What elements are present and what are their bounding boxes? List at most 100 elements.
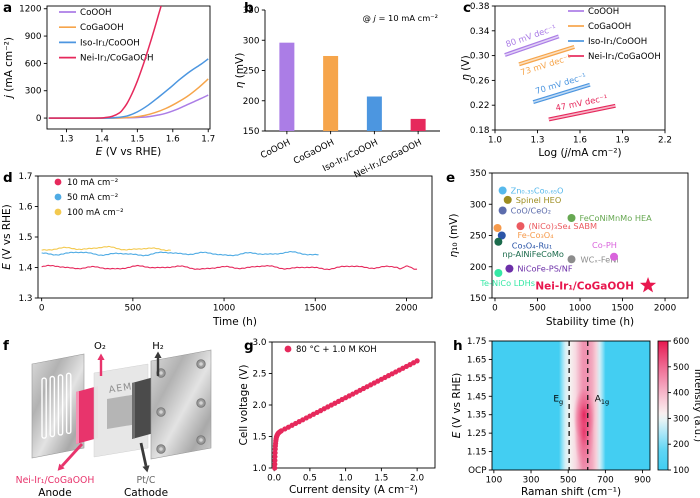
data-point bbox=[272, 465, 278, 471]
x-axis-label: Current density (A cm⁻²) bbox=[289, 484, 418, 496]
series-Nei-Ir₁/CoGaOOH bbox=[48, 5, 162, 119]
x-axis-label: Time (h) bbox=[212, 316, 257, 328]
condition-legend: 80 °C + 1.0 M KOH bbox=[296, 345, 377, 355]
svg-text:np-AlNiFeCoMo: np-AlNiFeCoMo bbox=[502, 249, 564, 259]
svg-text:Eg: Eg bbox=[553, 395, 563, 407]
cathode-catalyst-label: Pt/C bbox=[137, 475, 156, 486]
svg-text:FeCoNiMnMo HEA: FeCoNiMnMo HEA bbox=[580, 213, 653, 223]
svg-text:2.0: 2.0 bbox=[253, 401, 267, 411]
svg-text:Te-NiCo LDHs: Te-NiCo LDHs bbox=[479, 278, 535, 288]
svg-text:1.4: 1.4 bbox=[95, 135, 109, 145]
svg-text:1.7: 1.7 bbox=[19, 172, 33, 182]
svg-text:1.15: 1.15 bbox=[467, 448, 487, 458]
axes: 100 300 500 700 900 OCP 1.15 1.25 1.35 1.45 1.55 1.… bbox=[467, 337, 651, 486]
y-axis-label: j (mA cm⁻²) bbox=[3, 37, 15, 100]
trace-50 mA cm⁻² bbox=[41, 250, 319, 257]
svg-text:Co-PH: Co-PH bbox=[592, 240, 617, 250]
colorbar bbox=[657, 340, 669, 471]
svg-text:1.5: 1.5 bbox=[19, 233, 33, 243]
svg-text:1500: 1500 bbox=[304, 304, 327, 314]
catalyst-point-Fe-Co₃O₄: Fe-Co₃O₄ bbox=[493, 224, 554, 240]
svg-text:500: 500 bbox=[560, 476, 577, 486]
svg-text:500: 500 bbox=[529, 304, 546, 314]
svg-text:1.9: 1.9 bbox=[616, 136, 630, 146]
svg-text:1.25: 1.25 bbox=[467, 429, 487, 439]
svg-text:1.75: 1.75 bbox=[467, 337, 487, 347]
svg-text:1500: 1500 bbox=[611, 304, 634, 314]
svg-text:1.5: 1.5 bbox=[374, 474, 388, 484]
svg-text:0.0: 0.0 bbox=[267, 474, 281, 484]
catalyst-point-Zn₀.₃₅Co₀.₆₅O: Zn₀.₃₅Co₀.₆₅O bbox=[498, 186, 564, 196]
panel-b-overpotential-bars: 150 200 250 300 350 η (mV) @ j = 10 mA cm⁻² CoO… bbox=[234, 6, 440, 181]
panel-d-letter: d bbox=[3, 170, 13, 186]
svg-text:Iso-Ir₁/CoOOH: Iso-Ir₁/CoOOH bbox=[588, 37, 647, 47]
series-CoGaOOH bbox=[48, 78, 209, 119]
svg-text:700: 700 bbox=[597, 476, 614, 486]
svg-text:1.4: 1.4 bbox=[19, 264, 33, 274]
tafel-CoOOH: 80 mV dec⁻¹ bbox=[504, 23, 560, 57]
svg-text:0.30: 0.30 bbox=[470, 52, 490, 62]
o2-label: O₂ bbox=[94, 341, 106, 352]
y-axis-label: η (V) bbox=[460, 55, 472, 80]
svg-text:100: 100 bbox=[485, 476, 502, 486]
axes: 1.3 1.4 1.5 1.6 1.7 0 300 600 900 1200 bbox=[19, 5, 215, 145]
panel-h-letter: h bbox=[453, 338, 463, 354]
svg-text:WCₓ-FeNi: WCₓ-FeNi bbox=[581, 254, 619, 264]
cathode-label: Cathode bbox=[124, 487, 168, 498]
catalyst-point-NiCoFe-PS/NF: NiCoFe-PS/NF bbox=[505, 264, 573, 274]
panel-a-lsv-chart: 1.3 1.4 1.5 1.6 1.7 0 300 600 900 1200 E (V vs RHE… bbox=[3, 5, 215, 158]
axes: 150 200 250 300 350 bbox=[243, 6, 440, 137]
x-axis-label: Raman shift (cm⁻¹) bbox=[521, 486, 621, 498]
svg-text:2000: 2000 bbox=[654, 304, 677, 314]
svg-text:0.5: 0.5 bbox=[303, 474, 317, 484]
h2-label: H₂ bbox=[152, 341, 164, 352]
svg-text:150: 150 bbox=[470, 294, 487, 304]
axes: 0 500 1000 1500 2000 150 200 250 300 350 bbox=[470, 169, 689, 314]
svg-text:1.65: 1.65 bbox=[467, 355, 487, 365]
svg-text:1.7: 1.7 bbox=[201, 135, 215, 145]
panel-f-letter: f bbox=[3, 338, 9, 354]
svg-text:1000: 1000 bbox=[569, 304, 592, 314]
catalyst-point-Te-NiCo LDHs: Te-NiCo LDHs bbox=[479, 269, 535, 288]
trace-100 mA cm⁻² bbox=[41, 245, 171, 252]
data-point bbox=[272, 454, 278, 460]
x-axis-label: E (V vs RHE) bbox=[96, 146, 162, 158]
svg-text:3.0: 3.0 bbox=[253, 338, 267, 348]
panel-a-letter: a bbox=[3, 0, 13, 16]
panel-b-letter: b bbox=[244, 0, 254, 16]
x-axis-label: Log (j/mA cm⁻²) bbox=[538, 147, 621, 159]
svg-text:0.22: 0.22 bbox=[470, 101, 490, 111]
svg-text:100: 100 bbox=[673, 466, 689, 476]
catalyst-point-Spinel HEO: Spinel HEO bbox=[503, 195, 561, 205]
svg-text:1.6: 1.6 bbox=[166, 135, 180, 145]
data-point bbox=[272, 450, 278, 456]
svg-text:1.0: 1.0 bbox=[253, 464, 267, 474]
svg-text:500: 500 bbox=[673, 363, 689, 373]
y-axis-label: Cell voltage (V) bbox=[238, 365, 250, 446]
anode-catalyst-label: Nei-Ir₁/CoGaOOH bbox=[16, 475, 95, 486]
svg-text:Co₃O₄-Ru₁: Co₃O₄-Ru₁ bbox=[512, 241, 552, 251]
svg-text:0: 0 bbox=[36, 114, 42, 124]
svg-text:1.35: 1.35 bbox=[467, 411, 487, 421]
legend: CoOOH CoGaOOH Iso-Ir₁/CoOOH Nei-Ir₁/CoGaOOH bbox=[59, 8, 154, 64]
svg-text:(NiCo)₃Se₄ SABM: (NiCo)₃Se₄ SABM bbox=[528, 221, 597, 231]
cathode-end-plate bbox=[150, 349, 212, 460]
heatmap-peak bbox=[573, 387, 596, 442]
catalyst-point-Co₃O₄-Ru₁: Co₃O₄-Ru₁ bbox=[497, 231, 552, 251]
svg-text:2000: 2000 bbox=[395, 304, 418, 314]
svg-text:150: 150 bbox=[243, 127, 260, 137]
series-Iso-Ir₁/CoOOH bbox=[48, 58, 209, 119]
svg-text:0.38: 0.38 bbox=[470, 2, 490, 12]
x-axis-label: Stability time (h) bbox=[546, 316, 634, 328]
bar-CoOOH bbox=[279, 42, 295, 131]
catalyst-point-WCₓ-FeNi: WCₓ-FeNi bbox=[567, 254, 619, 264]
svg-text:350: 350 bbox=[243, 6, 260, 16]
svg-text:1.45: 1.45 bbox=[467, 392, 487, 402]
svg-text:0.34: 0.34 bbox=[470, 27, 490, 37]
flow-channel bbox=[57, 374, 64, 436]
svg-text:Nei-Ir₁/CoGaOOH: Nei-Ir₁/CoGaOOH bbox=[80, 54, 154, 64]
svg-text:CoGaOOH: CoGaOOH bbox=[588, 22, 631, 32]
svg-text:Nei-Ir₁/CoGaOOH: Nei-Ir₁/CoGaOOH bbox=[588, 52, 661, 62]
svg-text:1200: 1200 bbox=[19, 5, 42, 15]
